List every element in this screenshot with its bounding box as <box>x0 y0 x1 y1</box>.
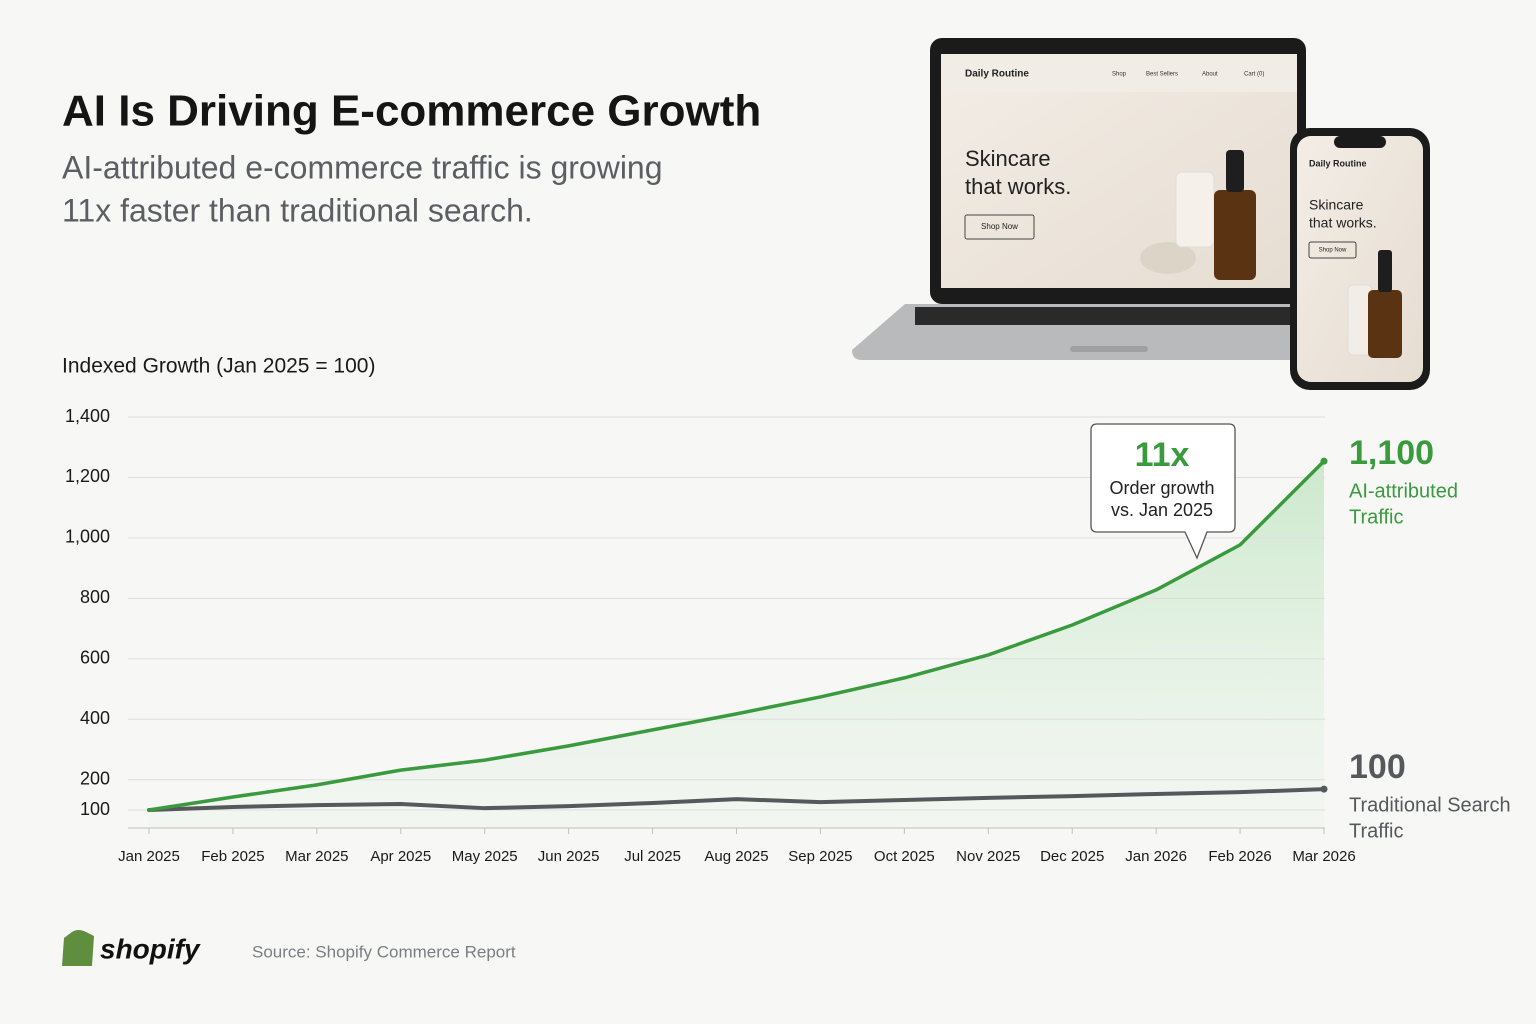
legend-label: AI-attributed <box>1349 480 1458 502</box>
y-tick-label: 400 <box>80 708 110 728</box>
x-tick-label: Mar 2025 <box>285 848 348 865</box>
button-label: Shop Now <box>981 222 1018 231</box>
title: AI Is Driving E-commerce Growth <box>62 87 761 136</box>
annotation: 11x Order growth vs. Jan 2025 <box>1090 423 1236 560</box>
phone-mockup: Daily Routine Skincare that works. Shop … <box>1290 128 1430 390</box>
laptop-mockup: Daily Routine Shop Best Sellers About Ca… <box>852 38 1340 360</box>
y-tick-label: 1,400 <box>65 406 110 426</box>
x-tick-label: Oct 2025 <box>874 848 935 865</box>
logo-bag <box>62 930 94 966</box>
y-tick-label: 800 <box>80 587 110 607</box>
plot: 100 200 400 600 800 1,000 1,200 1,400 Jan 2025 Fe… <box>65 406 1511 865</box>
series-line <box>147 459 1326 812</box>
brand: Daily Routine <box>1309 158 1367 168</box>
shop-button <box>964 214 1035 240</box>
phone-notch <box>1334 136 1386 148</box>
y-tick-label: 200 <box>80 769 110 789</box>
hero-text: Skincare <box>1309 197 1364 213</box>
nav-link: Best Sellers <box>1146 72 1178 78</box>
hero-text: Skincare <box>965 146 1051 171</box>
y-tick-label: 1,200 <box>65 466 110 486</box>
nav-link: Cart (0) <box>1244 72 1264 78</box>
x-tick-label: Jul 2025 <box>624 848 681 865</box>
x-tick-label: Mar 2026 <box>1292 848 1355 865</box>
x-tick-label: Feb 2025 <box>201 848 264 865</box>
trackpad-notch <box>1070 346 1148 352</box>
bottle <box>1175 171 1215 248</box>
nav-link: Shop <box>1112 72 1127 78</box>
area-fill <box>149 461 1324 828</box>
dropper-bottle <box>1368 290 1402 358</box>
subtitle: 11x faster than traditional search. <box>62 192 533 228</box>
source: Source: Shopify Commerce Report <box>252 942 516 961</box>
y-tick-label: 100 <box>80 799 110 819</box>
nav-link: About <box>1202 72 1218 78</box>
logo-text: shopify <box>100 933 201 964</box>
x-tick-label: Jan 2026 <box>1125 848 1187 865</box>
series-line <box>147 787 1326 812</box>
x-tick-label: Dec 2025 <box>1040 848 1104 865</box>
legend-label: Traffic <box>1349 820 1403 842</box>
keyboard <box>915 307 1315 325</box>
x-tick-label: Sep 2025 <box>788 848 852 865</box>
button-label: Shop Now <box>1319 248 1347 254</box>
x-tick-label: Apr 2025 <box>370 848 431 865</box>
brand: Daily Routine <box>965 69 1029 80</box>
dropper-bottle <box>1214 190 1256 280</box>
x-tick-label: Aug 2025 <box>704 848 768 865</box>
end-point <box>1320 785 1328 793</box>
y-tick-label: 600 <box>80 648 110 668</box>
subtitle: AI-attributed e-commerce traffic is grow… <box>62 149 663 185</box>
end-value-label: 1,100 <box>1349 434 1434 472</box>
footer: shopify Source: Shopify Commerce Report <box>62 930 516 966</box>
stone <box>1140 242 1196 274</box>
end-value-label: 100 <box>1349 748 1406 786</box>
end-point <box>1320 457 1328 465</box>
callout-box <box>1090 423 1236 560</box>
x-tick-label: Jan 2025 <box>118 848 180 865</box>
x-tick-label: May 2025 <box>452 848 518 865</box>
hero-text: that works. <box>1309 215 1377 231</box>
callout-text: vs. Jan 2025 <box>1111 500 1213 520</box>
y-tick-label: 1,000 <box>65 527 110 547</box>
x-tick-label: Jun 2025 <box>538 848 600 865</box>
legend-label: Traffic <box>1349 506 1403 528</box>
dropper-cap <box>1226 150 1244 192</box>
x-tick-label: Nov 2025 <box>956 848 1020 865</box>
legend-label: Traditional Search <box>1349 794 1511 816</box>
dropper-cap <box>1378 250 1392 292</box>
callout-text: Order growth <box>1109 478 1214 498</box>
y-axis-title: Indexed Growth (Jan 2025 = 100) <box>62 355 375 378</box>
x-tick-label: Feb 2026 <box>1208 848 1271 865</box>
shop-button <box>1308 241 1357 259</box>
laptop-nav <box>941 54 1297 92</box>
hero-text: that works. <box>965 174 1071 199</box>
callout-headline: 11x <box>1135 436 1190 474</box>
